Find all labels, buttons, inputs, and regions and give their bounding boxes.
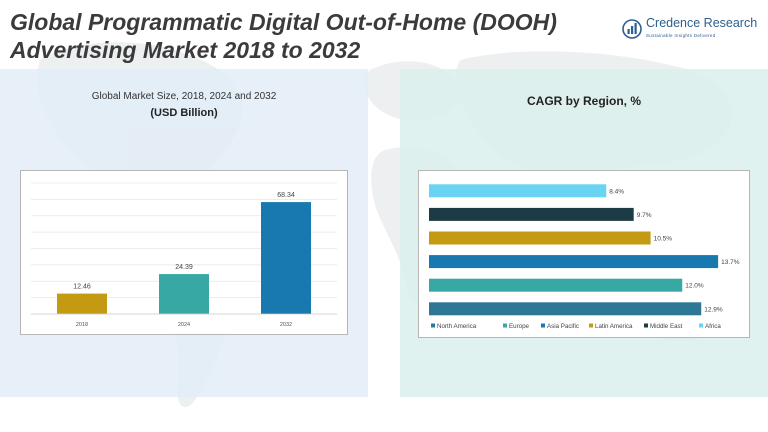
legend-label: Asia Pacific xyxy=(547,323,579,330)
legend-swatch xyxy=(431,323,435,328)
legend-swatch xyxy=(589,323,593,328)
hbar-middle-east xyxy=(429,207,634,221)
legend: North America Europe Asia Pacific Latin Ame… xyxy=(431,323,721,330)
logo-name: Credence Research xyxy=(646,16,758,30)
logo-tagline: Sustainable Insights Delivered xyxy=(646,33,716,38)
legend-label: North America xyxy=(437,323,477,330)
hbar-value-label: 10.5% xyxy=(654,236,673,243)
credence-research-logo: Credence Research Sustainable Insights D… xyxy=(622,16,762,44)
hbar-africa xyxy=(429,184,607,198)
bar-2032 xyxy=(261,202,311,314)
bar-value-label: 24.39 xyxy=(175,264,193,271)
legend-label: Latin America xyxy=(595,323,633,330)
market-size-bar-chart: 12.46 2018 24.39 2024 68.34 2032 xyxy=(31,182,337,328)
legend-swatch xyxy=(699,323,703,328)
legend-swatch xyxy=(503,323,507,328)
hbar-value-label: 9.7% xyxy=(637,212,652,219)
legend-swatch xyxy=(541,323,545,328)
legend-swatch xyxy=(644,323,648,328)
market-size-panel: Global Market Size, 2018, 2024 and 2032 … xyxy=(0,69,368,397)
hbar-value-label: 12.0% xyxy=(685,283,704,290)
hbar-value-label: 12.9% xyxy=(704,306,723,313)
title-line-2: Advertising Market 2018 to 2032 xyxy=(10,37,361,63)
hbar-asia-pacific xyxy=(429,255,719,269)
title-line-1: Global Programmatic Digital Out-of-Home … xyxy=(10,9,557,35)
bar-2018 xyxy=(57,293,107,314)
market-size-unit: (USD Billion) xyxy=(150,107,218,119)
market-size-chart: 12.46 2018 24.39 2024 68.34 2032 xyxy=(20,170,348,335)
hbar-value-label: 8.4% xyxy=(609,188,624,195)
market-size-title: Global Market Size, 2018, 2024 and 2032 xyxy=(91,91,277,102)
legend-label: Middle East xyxy=(650,323,683,330)
page-title: Global Programmatic Digital Out-of-Home … xyxy=(10,8,600,64)
x-tick-label: 2018 xyxy=(76,322,88,328)
hbar-north-america xyxy=(429,302,702,316)
cagr-chart: 8.4% 9.7% 10.5% 13.7% 12.0% 12.9% North Americ… xyxy=(418,170,750,338)
cagr-panel: CAGR by Region, % 8.4% 9.7% 10.5% 13.7% 12.0… xyxy=(400,69,768,397)
cagr-horizontal-bar-chart: 8.4% 9.7% 10.5% 13.7% 12.0% 12.9% North Americ… xyxy=(429,184,740,330)
bar-value-label: 12.46 xyxy=(73,284,91,291)
legend-label: Europe xyxy=(509,323,530,330)
hbar-latin-america xyxy=(429,231,651,245)
logo-icon xyxy=(622,19,642,39)
legend-label: Africa xyxy=(705,323,721,330)
x-tick-label: 2024 xyxy=(178,322,190,328)
bar-2024 xyxy=(159,274,209,314)
bar-value-label: 68.34 xyxy=(277,192,295,199)
cagr-title: CAGR by Region, % xyxy=(526,94,641,108)
hbar-value-label: 13.7% xyxy=(721,259,740,266)
x-tick-label: 2032 xyxy=(280,322,292,328)
hbar-europe xyxy=(429,278,683,292)
